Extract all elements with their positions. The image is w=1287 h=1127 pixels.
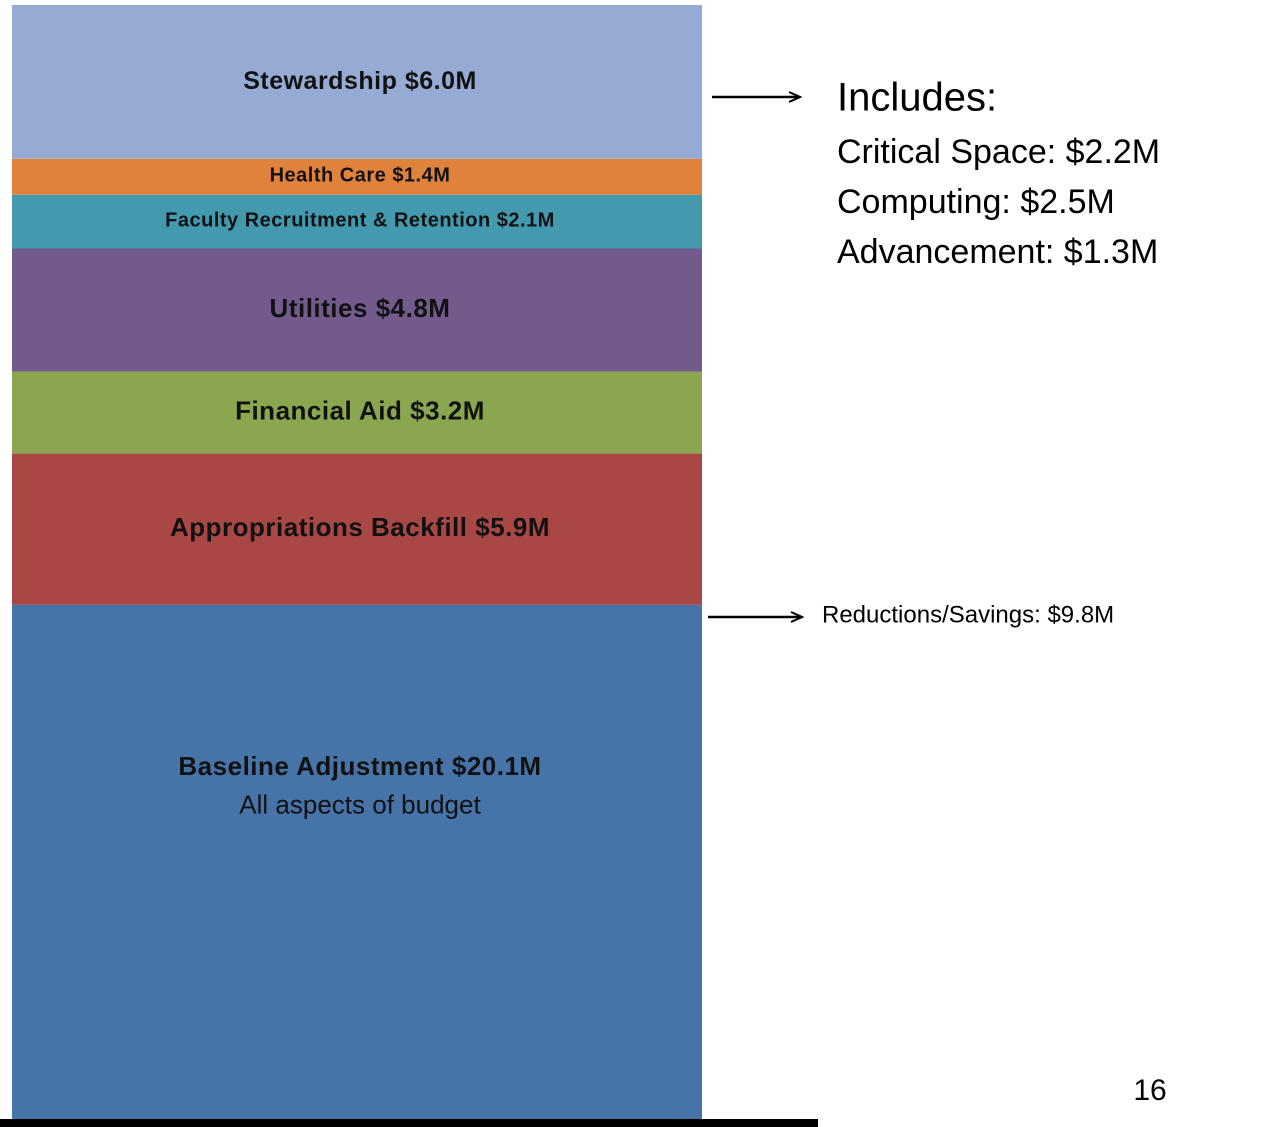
- segment-value: $3.2M: [410, 395, 485, 425]
- segment-note: All aspects of budget: [239, 790, 481, 820]
- segment-value: $6.0M: [405, 67, 477, 95]
- segment-value: $20.1M: [452, 751, 542, 781]
- reductions-note: Reductions/Savings: $9.8M: [822, 601, 1114, 628]
- stacked-bar: Baseline Adjustment $20.1M All aspects of…: [12, 5, 702, 1120]
- includes-item: Computing: $2.5M: [837, 183, 1115, 221]
- includes-title: Includes:: [837, 76, 997, 120]
- segment-label: Health Care $1.4M: [270, 165, 451, 187]
- page-number: 16: [1133, 1074, 1166, 1107]
- segment-value: $4.8M: [376, 293, 451, 323]
- segment-name: Appropriations Backfill: [170, 512, 468, 542]
- segment-label: Baseline Adjustment $20.1M: [178, 751, 541, 781]
- bar-segment: [12, 194, 702, 249]
- segment-name: Stewardship: [243, 67, 397, 95]
- segment-name: Faculty Recruitment & Retention: [165, 210, 491, 232]
- segment-name: Health Care: [270, 165, 387, 187]
- segment-label: Faculty Recruitment & Retention $2.1M: [165, 210, 555, 232]
- segment-value: $1.4M: [392, 165, 450, 187]
- bar-segment: [12, 158, 702, 195]
- segment-name: Financial Aid: [235, 395, 402, 425]
- segment-label: Utilities $4.8M: [270, 293, 451, 323]
- bar-segment: [12, 5, 702, 159]
- bar-segment: [12, 248, 702, 372]
- includes-item: Advancement: $1.3M: [837, 233, 1158, 271]
- bar-segment: [12, 371, 702, 454]
- segment-name: Baseline Adjustment: [178, 751, 444, 781]
- segment-name: Utilities: [270, 293, 368, 323]
- segment-value: $5.9M: [475, 512, 550, 542]
- segment-label: Stewardship $6.0M: [243, 67, 477, 95]
- segment-label: Financial Aid $3.2M: [235, 395, 485, 425]
- segment-label: Appropriations Backfill $5.9M: [170, 512, 550, 542]
- segment-value: $2.1M: [497, 210, 555, 232]
- includes-item: Critical Space: $2.2M: [837, 133, 1160, 171]
- bar-segment: [12, 604, 702, 1120]
- footer-rule: [0, 1119, 818, 1127]
- bar-segment: [12, 453, 702, 605]
